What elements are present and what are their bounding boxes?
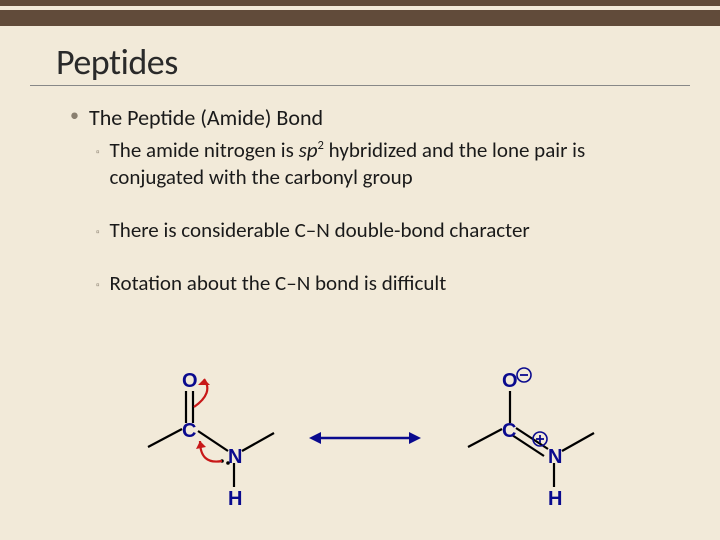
bullet-l2a-text: The amide nitrogen is sp2 hybridized and… [110, 137, 670, 192]
bullet-level2: ▫ Rotation about the C–N bond is difficu… [96, 270, 670, 297]
bullet-l1-text: The Peptide (Amide) Bond [89, 104, 323, 133]
bullet-level1: • The Peptide (Amide) Bond [70, 104, 670, 133]
bullet-dot-icon: • [70, 104, 79, 127]
svg-text:N: N [548, 446, 562, 468]
title-underline [30, 85, 690, 86]
content-area: • The Peptide (Amide) Bond ▫ The amide n… [70, 104, 670, 298]
svg-text:O: O [502, 370, 518, 392]
amide-structure-right: O C N H [430, 365, 620, 510]
svg-text:C: C [502, 420, 516, 442]
bullet-square-icon: ▫ [96, 145, 100, 158]
bullet-square-icon: ▫ [96, 225, 100, 238]
bullet-l2b-text: There is considerable C–N double-bond ch… [110, 217, 530, 244]
svg-text:O: O [182, 370, 198, 392]
bullet-level2: ▫ There is considerable C–N double-bond … [96, 217, 670, 244]
bullet-l2c-text: Rotation about the C–N bond is difficult [110, 270, 447, 297]
svg-text:H: H [548, 488, 562, 510]
svg-text:C: C [182, 420, 196, 442]
header-stripe-thin [0, 0, 720, 6]
resonance-diagram: O C N H O C N H [0, 365, 720, 525]
resonance-arrow-icon [305, 423, 425, 453]
svg-text:N: N [228, 446, 242, 468]
slide-title: Peptides [56, 40, 178, 84]
svg-text:H: H [228, 488, 242, 510]
header-stripe-thick [0, 10, 720, 26]
bullet-square-icon: ▫ [96, 278, 100, 291]
amide-structure-left: O C N H [110, 365, 300, 510]
bullet-level2: ▫ The amide nitrogen is sp2 hybridized a… [96, 137, 670, 192]
